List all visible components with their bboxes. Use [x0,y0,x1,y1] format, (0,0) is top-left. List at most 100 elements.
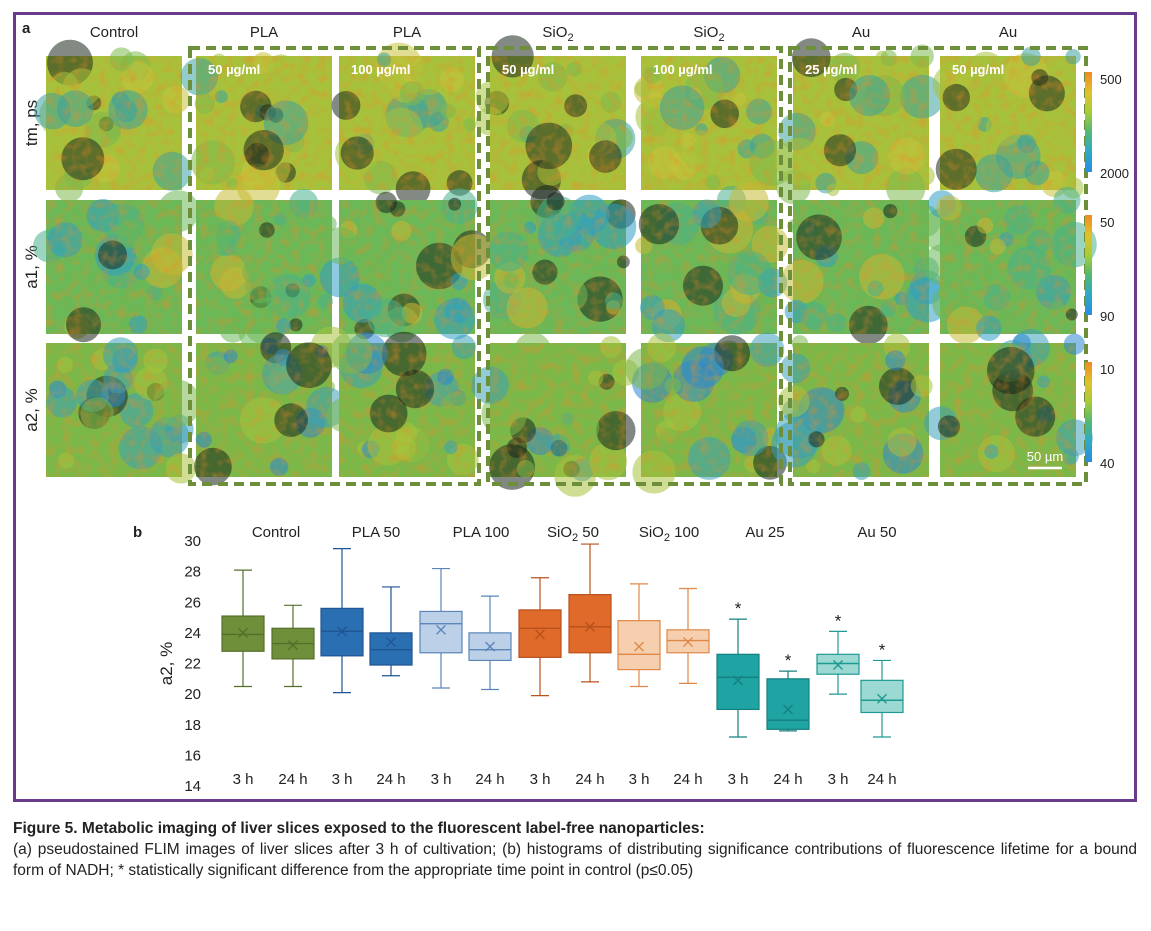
flim-tile-r1-c6 [921,186,1097,344]
x-category-label-0: 3 h [233,771,254,788]
box-12: * [816,611,860,695]
group-label-4: SiO2 100 [639,524,699,544]
mean-marker [485,641,495,652]
box-5 [468,595,512,691]
box-iqr [369,632,413,666]
tile-speckle [339,343,475,477]
colorbar-top-0: 500 [1100,72,1122,87]
flim-tile-r2-c6 [924,329,1093,477]
x-category-label-1: 24 h [278,771,307,788]
concentration-label-3: 50 µg/ml [502,62,554,77]
concentration-label-2: 100 µg/ml [351,62,411,77]
tile-speckle [339,200,475,334]
x-category-label-10: 3 h [728,771,749,788]
column-header-6: Au [999,24,1017,41]
tile-speckle [940,343,1076,477]
tile-speckle [196,200,332,334]
x-category-label-11: 24 h [773,771,802,788]
tile-speckle [46,343,182,477]
mean-marker [386,637,396,648]
tile-speckle [490,200,626,334]
tile-speckle [641,343,777,477]
mean-marker [585,621,595,632]
x-category-label-4: 3 h [431,771,452,788]
mean-marker [337,626,347,637]
flim-tile-r2-c3 [471,332,640,497]
x-category-label-9: 24 h [673,771,702,788]
tile-speckle [339,56,475,190]
significance-star: * [879,640,886,659]
flim-tile-r1-c2 [319,188,497,343]
tile-speckle [490,343,626,477]
row-label-2: a2, % [22,388,41,431]
flim-tile-r2-c4 [625,332,787,494]
significance-star: * [735,599,742,618]
box-iqr [617,620,661,671]
tile-speckle [641,200,777,334]
group-label-0: Control [252,524,300,541]
tile-speckle [793,56,929,190]
tile-speckle [940,56,1076,190]
box-7 [568,543,612,683]
box-3 [369,586,413,677]
concentration-label-1: 50 µg/ml [208,62,260,77]
x-category-label-2: 3 h [332,771,353,788]
x-category-label-12: 3 h [828,771,849,788]
y-tick-label-6: 26 [184,594,201,611]
colorbar-2 [1085,362,1092,462]
y-axis-label: a2, % [157,642,176,685]
colorbar-top-2: 10 [1100,362,1114,377]
flim-tile-r0-c6 [932,46,1084,199]
concentration-label-5: 25 µg/ml [805,62,857,77]
flim-tile-r0-c1 [180,52,332,208]
colorbar-bottom-1: 90 [1100,309,1114,324]
colorbar-0 [1085,72,1092,172]
box-4 [419,567,463,689]
x-category-label-7: 24 h [575,771,604,788]
tile-speckle [793,343,929,477]
significance-star: * [785,651,792,670]
mean-marker [436,624,446,635]
column-header-2: PLA [393,24,421,41]
tile-speckle [940,200,1076,334]
y-tick-label-2: 18 [184,717,201,734]
tile-speckle [196,343,332,477]
tile-speckle [641,56,777,190]
tile-speckle [196,56,332,190]
row-label-1: a1, % [22,245,41,288]
box-6 [518,577,562,697]
flim-tile-r2-c1 [194,326,352,486]
box-iqr [766,678,810,730]
figure-frame [13,12,1137,802]
significance-star: * [835,611,842,630]
x-category-label-13: 24 h [867,771,896,788]
mean-marker [288,640,298,651]
mean-marker [783,704,793,715]
y-tick-label-4: 22 [184,656,201,673]
flim-tile-r0-c3 [475,35,636,200]
box-13: * [860,640,904,738]
concentration-label-6: 50 µg/ml [952,62,1004,77]
colorbar-bottom-2: 40 [1100,456,1114,471]
mean-marker [733,675,743,686]
box-0 [221,569,265,688]
y-tick-label-0: 14 [184,778,201,795]
caption-body: (a) pseudostained FLIM images of liver s… [13,841,1137,879]
colorbar-1 [1085,215,1092,315]
y-tick-label-7: 28 [184,564,201,581]
flim-tile-r0-c5 [775,38,944,208]
group-label-6: Au 50 [857,524,896,541]
flim-tile-r1-c4 [635,182,789,343]
group-label-2: PLA 100 [453,524,510,541]
flim-tile-r2-c5 [771,333,933,481]
box-1 [271,604,315,688]
tile-speckle [46,200,182,334]
mean-marker [833,660,843,671]
box-iqr [716,653,760,711]
colorbar-top-1: 50 [1100,215,1114,230]
colorbar-bottom-0: 2000 [1100,166,1129,181]
panel-a-letter: a [22,20,31,37]
column-header-0: Control [90,24,138,41]
mean-marker [535,629,545,640]
